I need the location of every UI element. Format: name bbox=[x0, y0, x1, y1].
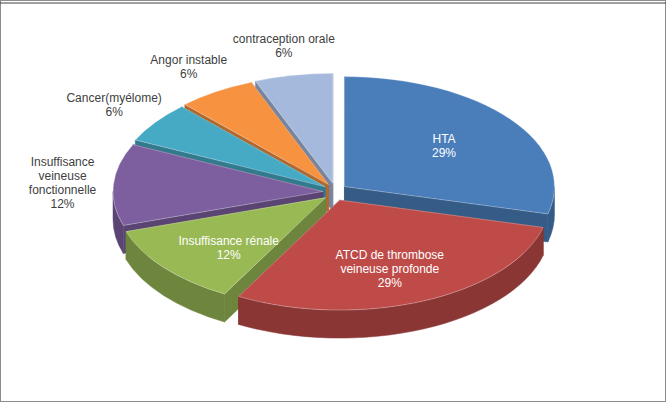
slice-top bbox=[344, 77, 554, 214]
slice-value: 6% bbox=[275, 46, 293, 60]
slice-label-line: Cancer(myélome) bbox=[66, 91, 161, 105]
slice-label: contraception orale bbox=[233, 32, 335, 46]
chart-frame bbox=[1, 1, 666, 402]
slice-label-line: veineuse profonde bbox=[340, 262, 439, 276]
slice-top bbox=[239, 200, 544, 310]
slice-label-line: fonctionnelle bbox=[29, 183, 97, 197]
slice-label-line: contraception orale bbox=[233, 32, 335, 46]
slice-label: Insuffisance rénale bbox=[178, 234, 279, 248]
chart-svg: HTA29%ATCD de thromboseveineuse profonde… bbox=[0, 0, 666, 402]
slice-label-line: Insuffisance rénale bbox=[178, 234, 279, 248]
slice-value: 29% bbox=[378, 276, 402, 290]
slice-label: Cancer(myélome) bbox=[66, 91, 161, 105]
slice-label: Angor instable bbox=[150, 53, 227, 67]
slice-value: 6% bbox=[105, 105, 123, 119]
top-rule bbox=[0, 3, 666, 4]
chart-container: HTA29%ATCD de thromboseveineuse profonde… bbox=[0, 0, 666, 402]
slice-label: ATCD de thromboseveineuse profonde bbox=[336, 248, 445, 276]
slice-label: HTA bbox=[432, 132, 455, 146]
slice-label-line: Insuffisance bbox=[31, 155, 95, 169]
slice-value: 12% bbox=[51, 197, 75, 211]
slice-label: Insuffisanceveineusefonctionnelle bbox=[29, 155, 97, 197]
slice-value: 12% bbox=[217, 248, 241, 262]
slice-label-line: veineuse bbox=[39, 169, 87, 183]
slice-value: 29% bbox=[432, 146, 456, 160]
slice-value: 6% bbox=[180, 67, 198, 81]
slice-label-line: Angor instable bbox=[150, 53, 227, 67]
data-labels: HTA29%ATCD de thromboseveineuse profonde… bbox=[29, 32, 457, 290]
pie bbox=[113, 73, 554, 338]
slice bbox=[239, 200, 544, 338]
slice-label-line: HTA bbox=[432, 132, 455, 146]
slice-label-line: ATCD de thrombose bbox=[336, 248, 445, 262]
